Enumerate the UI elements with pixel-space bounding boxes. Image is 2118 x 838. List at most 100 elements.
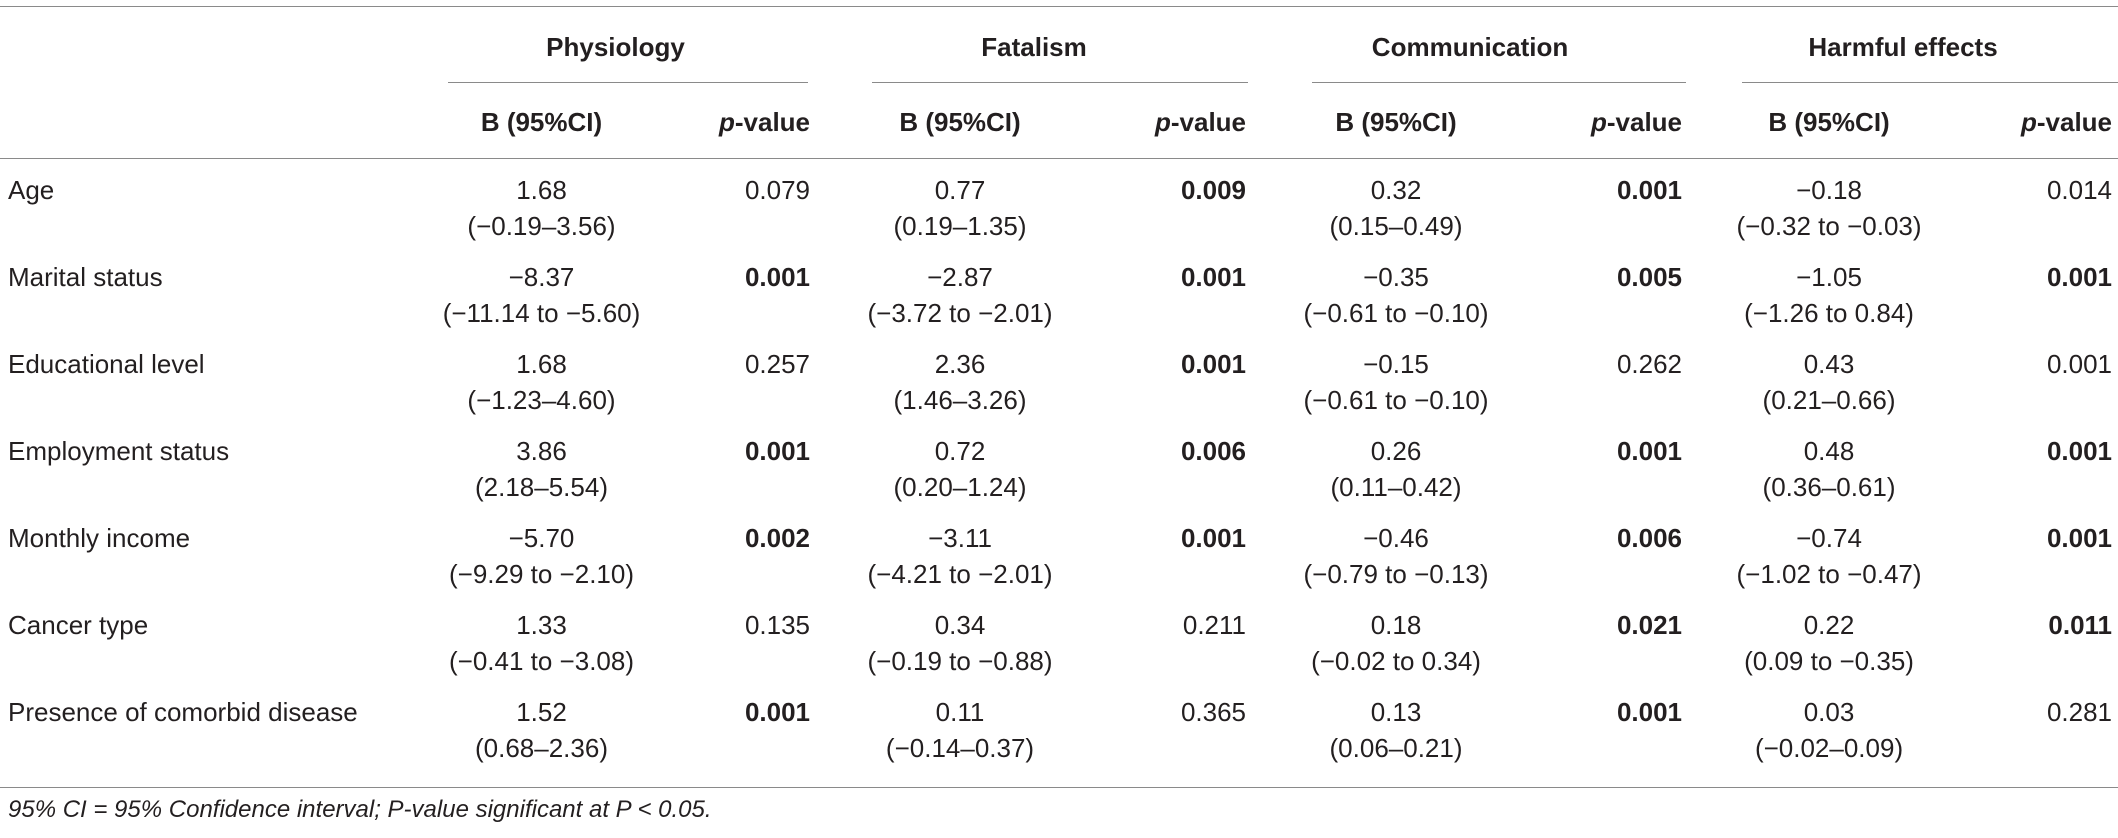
sub-header-b: B (95%CI) [480, 107, 603, 137]
group-header-harmful-effects: Harmful effects [1808, 32, 1998, 62]
confidence-interval: (−0.41 to −3.08) [448, 646, 635, 676]
p-value-cell: 0.002 [744, 523, 811, 553]
coefficient-value: −0.35 [1363, 262, 1429, 292]
coefficient-cell: −2.87 (−3.72 to −2.01) [816, 249, 1104, 336]
p-value-cell: 0.001 [1616, 436, 1683, 466]
confidence-interval: (0.21–0.66) [1762, 385, 1896, 415]
table-row: Presence of comorbid disease 1.52 (0.68–2.… [0, 684, 2118, 771]
p-value-cell: 0.001 [1180, 262, 1247, 292]
coefficient-value: 1.33 [516, 610, 567, 640]
confidence-interval: (−0.14–0.37) [885, 733, 1035, 763]
confidence-interval: (−1.26 to 0.84) [1744, 298, 1914, 328]
row-label: Age [8, 175, 55, 205]
p-value-cell: 0.257 [744, 349, 811, 379]
coefficient-value: 0.43 [1803, 349, 1855, 379]
p-value-cell: 0.021 [1616, 610, 1683, 640]
coefficient-value: 0.72 [934, 436, 986, 466]
coefficient-cell: 0.72 (0.20–1.24) [816, 423, 1104, 510]
coefficient-cell: 0.48 (0.36–0.61) [1688, 423, 1970, 510]
p-value-cell: 0.001 [1180, 349, 1247, 379]
row-label: Marital status [8, 262, 163, 292]
header-bottom-rule [0, 158, 2118, 159]
confidence-interval: (0.06–0.21) [1329, 733, 1463, 763]
confidence-interval: (−0.61 to −0.10) [1303, 298, 1489, 328]
sub-header-p: p-value [718, 107, 811, 137]
p-value-cell: 0.001 [2046, 262, 2113, 292]
confidence-interval: (1.46–3.26) [893, 385, 1027, 415]
table-bottom-rule [0, 787, 2118, 788]
coefficient-cell: −0.35 (−0.61 to −0.10) [1252, 249, 1540, 336]
sub-header-p: p-value [2020, 107, 2113, 137]
coefficient-cell: −8.37 (−11.14 to −5.60) [415, 249, 668, 336]
p-value-cell: 0.001 [2046, 349, 2113, 379]
p-value-cell: 0.005 [1616, 262, 1683, 292]
row-label: Monthly income [8, 523, 191, 553]
p-value-cell: 0.079 [744, 175, 811, 205]
confidence-interval: (−3.72 to −2.01) [867, 298, 1053, 328]
confidence-interval: (−0.79 to −0.13) [1303, 559, 1489, 589]
row-label: Educational level [8, 349, 205, 379]
p-value-cell: 0.001 [1180, 523, 1247, 553]
coefficient-value: −0.15 [1363, 349, 1429, 379]
group-header-physiology: Physiology [546, 32, 685, 62]
empty-subheader-cell [0, 82, 415, 162]
p-value-cell: 0.135 [744, 610, 811, 640]
coefficient-value: 3.86 [516, 436, 567, 466]
confidence-interval: (0.68–2.36) [475, 733, 608, 763]
group-header-row: Physiology Fatalism Communication Harmfu… [0, 6, 2118, 82]
coefficient-cell: 0.03 (−0.02–0.09) [1688, 684, 1970, 771]
coefficient-cell: 1.68 (−1.23–4.60) [415, 336, 668, 423]
p-value-cell: 0.001 [1616, 175, 1683, 205]
group-header-communication: Communication [1371, 32, 1569, 62]
table-row: Cancer type 1.33 (−0.41 to −3.08) 0.135 0.34… [0, 597, 2118, 684]
table-body: Age 1.68 (−0.19–3.56) 0.079 0.77 (0.19–1.35) 0… [0, 162, 2118, 771]
confidence-interval: (0.36–0.61) [1762, 472, 1896, 502]
coefficient-value: 0.03 [1803, 697, 1855, 727]
coefficient-cell: 2.36 (1.46–3.26) [816, 336, 1104, 423]
coefficient-value: −5.70 [508, 523, 575, 553]
coefficient-cell: 1.68 (−0.19–3.56) [415, 162, 668, 249]
coefficient-cell: −0.15 (−0.61 to −0.10) [1252, 336, 1540, 423]
confidence-interval: (0.20–1.24) [893, 472, 1027, 502]
confidence-interval: (−1.23–4.60) [467, 385, 616, 415]
regression-table: Physiology Fatalism Communication Harmfu… [0, 6, 2118, 771]
coefficient-cell: −5.70 (−9.29 to −2.10) [415, 510, 668, 597]
confidence-interval: (0.11–0.42) [1330, 472, 1462, 502]
table-row: Age 1.68 (−0.19–3.56) 0.079 0.77 (0.19–1.35) 0… [0, 162, 2118, 249]
coefficient-cell: 1.33 (−0.41 to −3.08) [415, 597, 668, 684]
table-row: Monthly income −5.70 (−9.29 to −2.10) 0.002… [0, 510, 2118, 597]
coefficient-value: 1.52 [516, 697, 567, 727]
coefficient-value: 0.77 [934, 175, 986, 205]
table-row: Marital status −8.37 (−11.14 to −5.60) 0.00… [0, 249, 2118, 336]
confidence-interval: (2.18–5.54) [475, 472, 608, 502]
p-value-cell: 0.014 [2046, 175, 2113, 205]
coefficient-value: −1.05 [1796, 262, 1862, 292]
coefficient-cell: 0.43 (0.21–0.66) [1688, 336, 1970, 423]
group-rule-communication [1312, 82, 1686, 83]
p-value-cell: 0.001 [2046, 436, 2113, 466]
p-value-cell: 0.281 [2046, 697, 2113, 727]
coefficient-cell: 0.26 (0.11–0.42) [1252, 423, 1540, 510]
coefficient-value: 2.36 [934, 349, 986, 379]
confidence-interval: (0.15–0.49) [1329, 211, 1463, 241]
coefficient-cell: 0.32 (0.15–0.49) [1252, 162, 1540, 249]
p-value-cell: 0.365 [1180, 697, 1247, 727]
p-value-cell: 0.001 [1616, 697, 1683, 727]
confidence-interval: (−0.32 to −0.03) [1736, 211, 1922, 241]
sub-header-b: B (95%CI) [899, 107, 1021, 137]
group-header-fatalism: Fatalism [981, 32, 1087, 62]
coefficient-value: 0.34 [934, 610, 986, 640]
confidence-interval: (−0.02–0.09) [1754, 733, 1904, 763]
p-value-cell: 0.001 [744, 262, 811, 292]
coefficient-value: 1.68 [516, 175, 567, 205]
coefficient-value: −8.37 [508, 262, 575, 292]
row-label: Employment status [8, 436, 230, 466]
confidence-interval: (−0.19 to −0.88) [867, 646, 1053, 676]
coefficient-value: −0.46 [1363, 523, 1429, 553]
sub-header-b: B (95%CI) [1335, 107, 1457, 137]
confidence-interval: (0.09 to −0.35) [1744, 646, 1914, 676]
coefficient-value: 0.48 [1803, 436, 1855, 466]
row-label: Cancer type [8, 610, 149, 640]
coefficient-cell: 0.22 (0.09 to −0.35) [1688, 597, 1970, 684]
p-value-cell: 0.001 [744, 436, 811, 466]
